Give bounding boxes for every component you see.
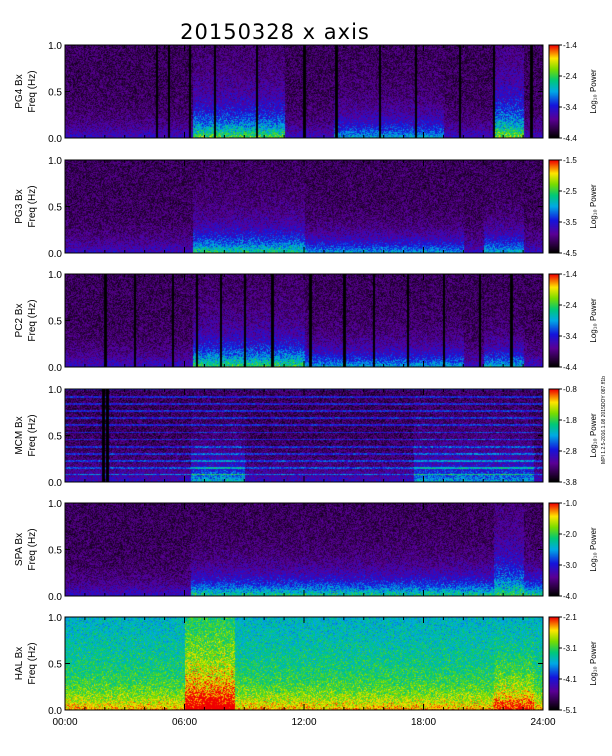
station-label: PG4 Bx <box>14 74 25 108</box>
colorbar <box>549 45 559 138</box>
colorbar-tick-label: -4.1 <box>563 675 577 684</box>
colorbar <box>549 617 559 710</box>
colorbar-tick-label: -2.1 <box>563 613 577 622</box>
colorbar-tick-label: -3.4 <box>563 332 577 341</box>
colorbar-tick-label: -4.5 <box>563 249 577 258</box>
y-tick-label: 0.5 <box>48 432 62 443</box>
y-tick-label: 0.0 <box>48 478 62 489</box>
panel-pc2: 0.0 0.5 1.0 PC2 Bx Freq (Hz) -1.4 -2.4 -3.4 -4.4… <box>14 270 598 374</box>
y-tick-label: 0.0 <box>48 363 62 374</box>
y-tick-label: 1.0 <box>48 156 62 167</box>
colorbar-tick-label: -0.8 <box>563 385 577 394</box>
station-label: MCM Bx <box>14 416 25 454</box>
y-axis-label: Freq (Hz) <box>27 185 38 227</box>
colorbar-frame <box>548 44 560 139</box>
y-tick-label: 1.0 <box>48 613 62 624</box>
panel-hal: 0.0 0.5 1.0 HAL Bx Freq (Hz) -2.1 -3.1 -4.1 -5.1… <box>14 613 598 717</box>
y-axis-label: Freq (Hz) <box>27 642 38 684</box>
station-label: SPA Bx <box>14 533 25 566</box>
y-tick-label: 0.5 <box>48 546 62 557</box>
y-tick-label: 1.0 <box>48 41 62 52</box>
colorbar-frame <box>548 502 560 597</box>
y-tick-label: 0.5 <box>48 203 62 214</box>
colorbar <box>549 160 559 253</box>
y-tick-label: 0.0 <box>48 249 62 260</box>
colorbar <box>549 389 559 482</box>
colorbar-frame <box>548 159 560 254</box>
colorbar-tick-label: -2.4 <box>563 72 577 81</box>
colorbar-tick-label: -1.8 <box>563 416 577 425</box>
colorbar-tick-label: -1.0 <box>563 499 577 508</box>
colorbar-tick-label: -1.5 <box>563 156 577 165</box>
colorbar-label: Log₁₀ Power <box>589 527 598 572</box>
colorbar-tick-label: -3.4 <box>563 103 577 112</box>
station-label: PG3 Bx <box>14 189 25 223</box>
colorbar-frame <box>548 616 560 711</box>
x-tick-label: 12:00 <box>291 717 316 728</box>
colorbar-tick-label: -4.4 <box>563 363 577 372</box>
colorbar-tick-label: -4.4 <box>563 134 577 143</box>
colorbar-label: Log₁₀ Power <box>589 298 598 343</box>
y-tick-label: 1.0 <box>48 385 62 396</box>
colorbar-tick-label: -2.4 <box>563 301 577 310</box>
station-label: PC2 Bx <box>14 304 25 338</box>
chart-title: 20150328 x axis <box>180 20 370 44</box>
y-tick-label: 1.0 <box>48 270 62 281</box>
x-tick-label: 24:00 <box>530 717 555 728</box>
y-axis-label: Freq (Hz) <box>27 70 38 112</box>
x-tick-label: 18:00 <box>411 717 436 728</box>
colorbar-tick-label: -2.5 <box>563 187 577 196</box>
y-axis-label: Freq (Hz) <box>27 528 38 570</box>
colorbar-frame <box>548 273 560 368</box>
panel-pg3: 0.0 0.5 1.0 PG3 Bx Freq (Hz) -1.5 -2.5 -3.5 -4.5… <box>14 156 598 260</box>
panel-spa: 0.0 0.5 1.0 SPA Bx Freq (Hz) -1.0 -2.0 -3.0 -4.0… <box>14 499 598 603</box>
colorbar-tick-label: -4.0 <box>563 592 577 601</box>
colorbar-label: Log₁₀ Power <box>589 184 598 229</box>
colorbar-tick-label: -1.4 <box>563 41 577 50</box>
station-label: HAL Bx <box>14 647 25 681</box>
colorbar-label: Log₁₀ Power <box>589 69 598 114</box>
colorbar-tick-label: -5.1 <box>563 706 577 715</box>
colorbar-label: Log₁₀ Power <box>589 641 598 686</box>
x-axis: 00:00 06:00 12:00 18:00 24:00 <box>52 717 555 728</box>
side-note: MPI 1.2.5-2016.1.08 2015DOY 087.ff1b <box>601 376 607 464</box>
x-tick-label: 00:00 <box>52 717 77 728</box>
colorbar <box>549 274 559 367</box>
y-tick-label: 0.0 <box>48 706 62 717</box>
x-tick-label: 06:00 <box>172 717 197 728</box>
spectrogram-image <box>65 274 543 367</box>
y-tick-label: 1.0 <box>48 499 62 510</box>
colorbar-tick-label: -1.4 <box>563 270 577 279</box>
colorbar-tick-label: -2.0 <box>563 530 577 539</box>
y-axis-label: Freq (Hz) <box>27 299 38 341</box>
colorbar-tick-label: -3.8 <box>563 478 577 487</box>
colorbar-tick-label: -3.1 <box>563 644 577 653</box>
colorbar-frame <box>548 388 560 483</box>
y-axis-label: Freq (Hz) <box>27 414 38 456</box>
spectrogram-image <box>65 45 543 138</box>
colorbar <box>549 503 559 596</box>
colorbar-tick-label: -3.5 <box>563 218 577 227</box>
y-tick-label: 0.5 <box>48 317 62 328</box>
spectrogram-image <box>65 389 543 482</box>
spectrogram-image <box>65 617 543 710</box>
colorbar-label: Log₁₀ Power <box>589 413 598 458</box>
y-tick-label: 0.0 <box>48 134 62 145</box>
y-tick-label: 0.0 <box>48 592 62 603</box>
panel-mcm: 0.0 0.5 1.0 MCM Bx Freq (Hz) -0.8 -1.8 -2.8 -3.8… <box>14 385 598 489</box>
colorbar-tick-label: -3.0 <box>563 561 577 570</box>
colorbar-tick-label: -2.8 <box>563 447 577 456</box>
spectrogram-image <box>65 160 543 253</box>
spectrogram-image <box>65 503 543 596</box>
y-tick-label: 0.5 <box>48 660 62 671</box>
panel-pg4: 0.0 0.5 1.0 PG4 Bx Freq (Hz) -1.4 -2.4 -3.4 -4.4… <box>14 41 598 145</box>
y-tick-label: 0.5 <box>48 88 62 99</box>
